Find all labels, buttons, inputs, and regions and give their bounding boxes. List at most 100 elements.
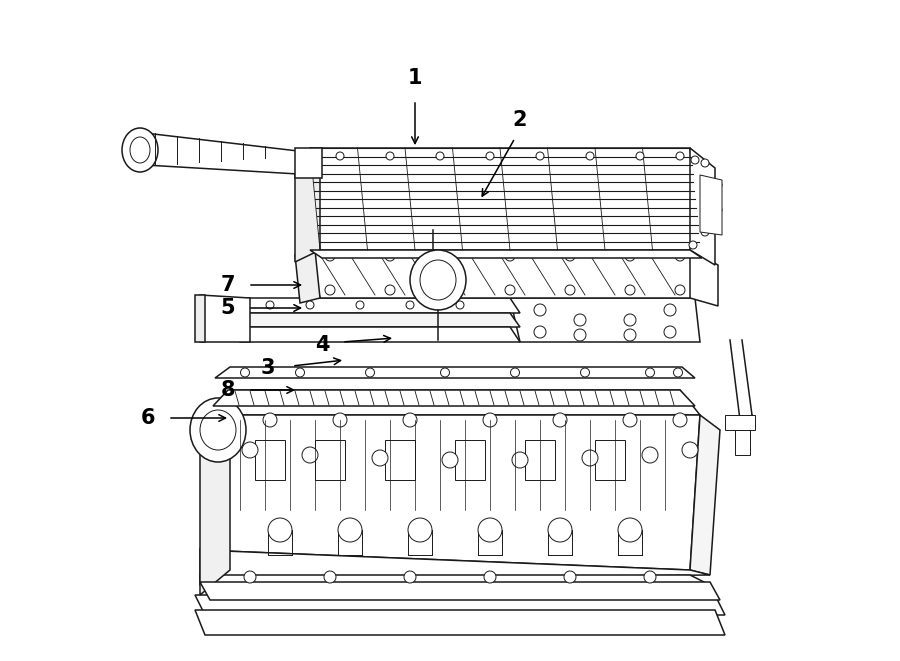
Ellipse shape xyxy=(324,571,336,583)
Text: 8: 8 xyxy=(220,380,235,400)
Ellipse shape xyxy=(536,152,544,160)
Ellipse shape xyxy=(645,368,654,377)
Polygon shape xyxy=(215,367,695,378)
Ellipse shape xyxy=(565,285,575,295)
Ellipse shape xyxy=(574,314,586,326)
Ellipse shape xyxy=(408,518,432,542)
Ellipse shape xyxy=(553,413,567,427)
Ellipse shape xyxy=(548,518,572,542)
Polygon shape xyxy=(510,298,700,342)
Ellipse shape xyxy=(675,251,685,261)
Ellipse shape xyxy=(644,571,656,583)
Polygon shape xyxy=(230,298,520,313)
Polygon shape xyxy=(200,582,720,600)
Ellipse shape xyxy=(580,368,590,377)
Ellipse shape xyxy=(512,452,528,468)
Polygon shape xyxy=(310,250,700,298)
Ellipse shape xyxy=(478,518,502,542)
Ellipse shape xyxy=(714,206,722,214)
Ellipse shape xyxy=(385,285,395,295)
Polygon shape xyxy=(315,440,345,480)
Ellipse shape xyxy=(586,152,594,160)
Text: 4: 4 xyxy=(315,335,329,355)
Ellipse shape xyxy=(386,152,394,160)
Ellipse shape xyxy=(691,156,699,164)
Ellipse shape xyxy=(636,152,644,160)
Polygon shape xyxy=(200,575,710,585)
Ellipse shape xyxy=(505,285,515,295)
Text: 3: 3 xyxy=(261,358,275,378)
Ellipse shape xyxy=(263,413,277,427)
Ellipse shape xyxy=(701,228,709,236)
Text: 2: 2 xyxy=(513,110,527,130)
Ellipse shape xyxy=(714,181,722,189)
Ellipse shape xyxy=(410,250,466,310)
Ellipse shape xyxy=(676,152,684,160)
Ellipse shape xyxy=(325,251,335,261)
Ellipse shape xyxy=(574,329,586,341)
Polygon shape xyxy=(195,295,205,342)
Ellipse shape xyxy=(624,314,636,326)
Polygon shape xyxy=(200,550,710,580)
Polygon shape xyxy=(295,148,320,262)
Polygon shape xyxy=(200,295,250,342)
Ellipse shape xyxy=(623,413,637,427)
Ellipse shape xyxy=(673,368,682,377)
Polygon shape xyxy=(690,148,715,265)
Ellipse shape xyxy=(403,413,417,427)
Ellipse shape xyxy=(266,301,274,309)
Ellipse shape xyxy=(338,518,362,542)
Ellipse shape xyxy=(675,285,685,295)
Ellipse shape xyxy=(565,251,575,261)
Ellipse shape xyxy=(664,304,676,316)
Text: 6: 6 xyxy=(140,408,155,428)
Polygon shape xyxy=(200,390,230,595)
Ellipse shape xyxy=(436,152,444,160)
Ellipse shape xyxy=(673,413,687,427)
Polygon shape xyxy=(735,430,750,455)
Polygon shape xyxy=(690,415,720,575)
Polygon shape xyxy=(700,175,722,235)
Ellipse shape xyxy=(483,413,497,427)
Ellipse shape xyxy=(240,368,249,377)
Ellipse shape xyxy=(625,285,635,295)
Ellipse shape xyxy=(325,285,335,295)
Polygon shape xyxy=(595,440,625,480)
Ellipse shape xyxy=(268,518,292,542)
Polygon shape xyxy=(310,250,702,258)
Ellipse shape xyxy=(624,329,636,341)
Ellipse shape xyxy=(333,413,347,427)
Ellipse shape xyxy=(365,368,374,377)
Polygon shape xyxy=(230,313,520,327)
Ellipse shape xyxy=(306,301,314,309)
Polygon shape xyxy=(295,148,322,178)
Ellipse shape xyxy=(642,447,658,463)
Polygon shape xyxy=(385,440,415,480)
Ellipse shape xyxy=(442,452,458,468)
Ellipse shape xyxy=(440,368,449,377)
Ellipse shape xyxy=(242,442,258,458)
Ellipse shape xyxy=(295,368,304,377)
Ellipse shape xyxy=(682,442,698,458)
Ellipse shape xyxy=(689,241,697,249)
Ellipse shape xyxy=(302,447,318,463)
Polygon shape xyxy=(210,390,700,415)
Polygon shape xyxy=(725,415,755,430)
Ellipse shape xyxy=(534,304,546,316)
Polygon shape xyxy=(195,595,725,615)
Ellipse shape xyxy=(618,518,642,542)
Text: 5: 5 xyxy=(220,298,235,318)
Polygon shape xyxy=(255,440,285,480)
Text: 7: 7 xyxy=(220,275,235,295)
Polygon shape xyxy=(230,327,520,342)
Ellipse shape xyxy=(582,450,598,466)
Ellipse shape xyxy=(484,571,496,583)
Ellipse shape xyxy=(510,368,519,377)
Polygon shape xyxy=(200,415,700,570)
Polygon shape xyxy=(195,610,725,635)
Polygon shape xyxy=(213,390,695,406)
Ellipse shape xyxy=(190,398,246,462)
Polygon shape xyxy=(310,148,700,250)
Ellipse shape xyxy=(445,285,455,295)
Ellipse shape xyxy=(445,251,455,261)
